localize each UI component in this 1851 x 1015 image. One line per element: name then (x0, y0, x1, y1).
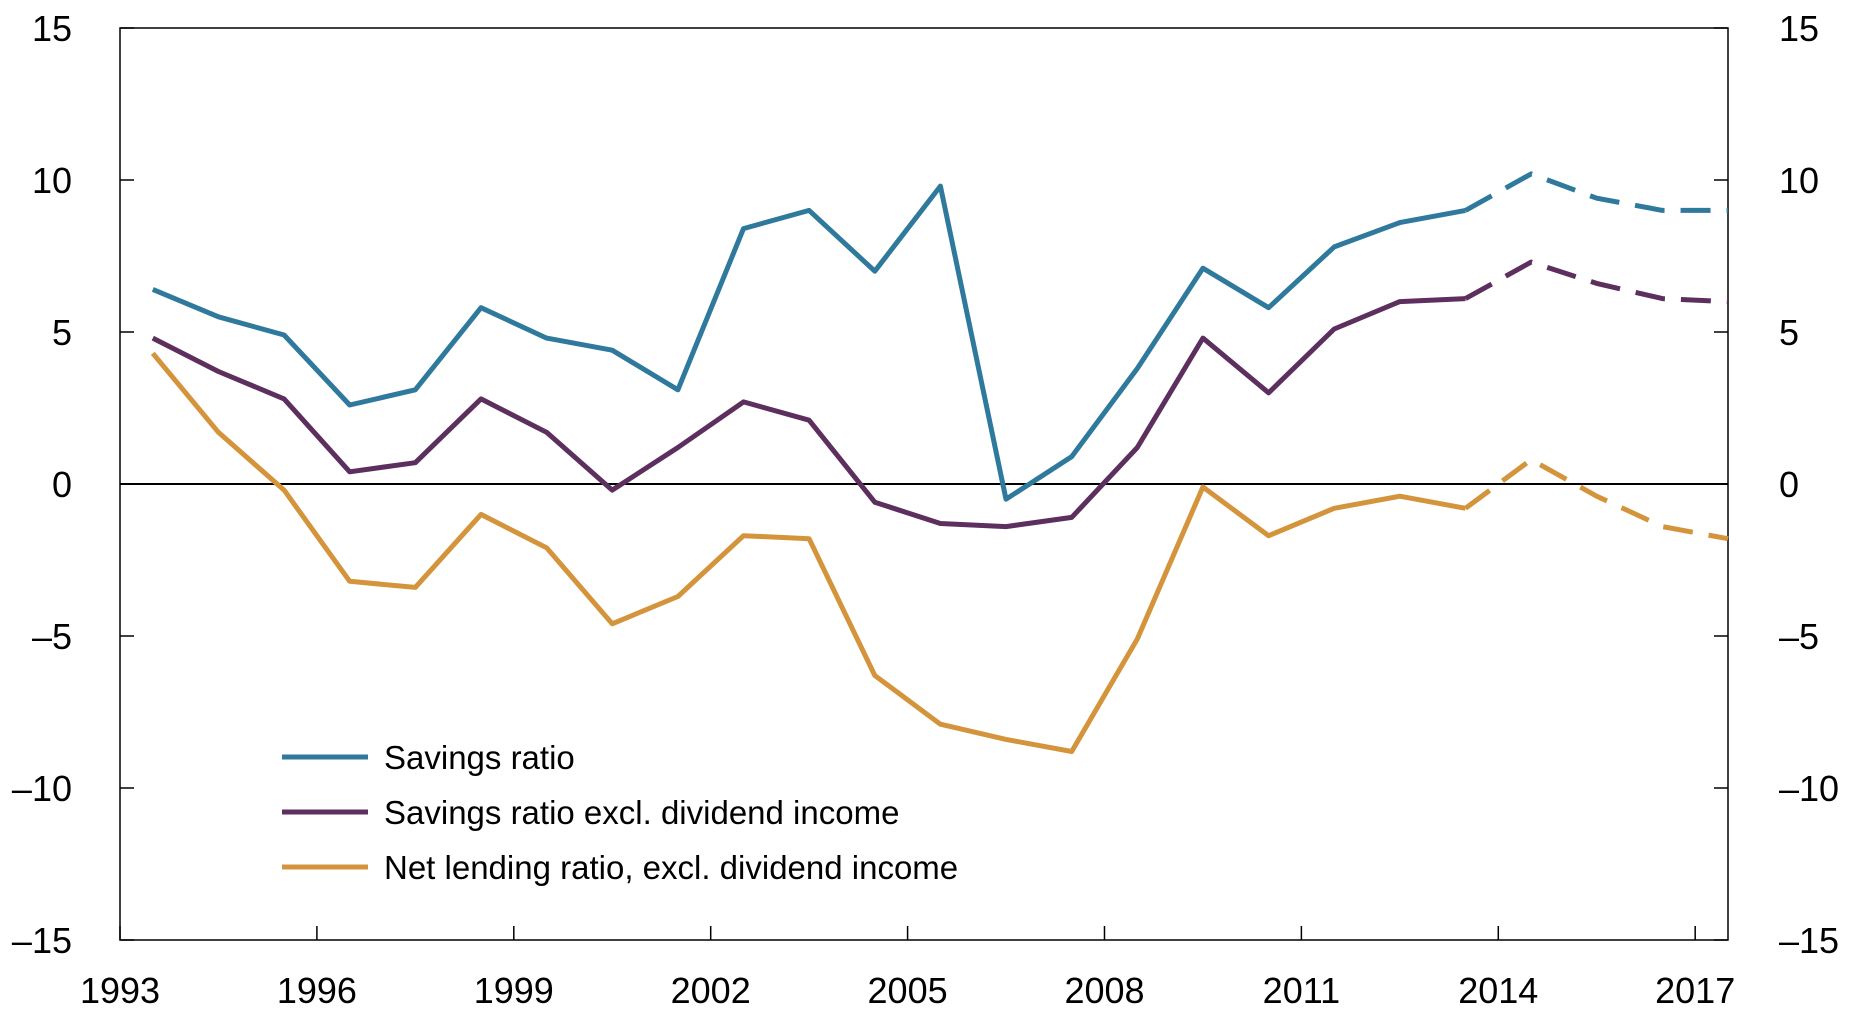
series-line-projection (1464, 171, 1728, 213)
x-tick-label: 1993 (80, 970, 160, 1011)
y-axis-left-labels: 15 10 5 0 –5 –10 –15 (12, 8, 134, 961)
y-tick-label-left: –10 (12, 768, 72, 809)
x-tick-label: 1999 (474, 970, 554, 1011)
legend-label: Net lending ratio, excl. dividend income (384, 849, 958, 886)
y-tick-label-right: –5 (1779, 616, 1819, 657)
y-tick-label-right: 15 (1779, 8, 1819, 49)
y-tick-label-right: –10 (1779, 768, 1839, 809)
y-tick-label-left: –5 (32, 616, 72, 657)
x-tick-label: 2002 (671, 970, 751, 1011)
y-tick-label-left: –15 (12, 920, 72, 961)
x-tick-label: 2005 (868, 970, 948, 1011)
y-tick-label-right: 10 (1779, 160, 1819, 201)
series-line-projection (1464, 457, 1729, 542)
series-3 (150, 351, 1729, 754)
series-line-historical (151, 296, 1466, 530)
series-1 (151, 171, 1728, 502)
x-tick-label: 2014 (1458, 970, 1538, 1011)
y-tick-label-left: 0 (52, 464, 72, 505)
legend-label: Savings ratio (384, 739, 575, 776)
x-tick-label: 1996 (277, 970, 357, 1011)
y-tick-label-left: 15 (32, 8, 72, 49)
x-tick-label: 2017 (1655, 970, 1735, 1011)
series-line-historical (150, 351, 1466, 754)
y-tick-label-right: 0 (1779, 464, 1799, 505)
series-lines (150, 171, 1729, 754)
y-tick-label-right: –15 (1779, 920, 1839, 961)
y-tick-label-left: 5 (52, 312, 72, 353)
legend-label: Savings ratio excl. dividend income (384, 794, 899, 831)
x-axis-labels: 1993 1996 1999 2002 2005 2008 2011 2014 2017 (80, 926, 1735, 1011)
series-line-projection (1464, 259, 1729, 305)
legend: Savings ratio Savings ratio excl. dividen… (282, 739, 958, 886)
series-line-historical (151, 183, 1466, 502)
y-tick-label-right: 5 (1779, 312, 1799, 353)
legend-item: Savings ratio excl. dividend income (282, 794, 899, 831)
plot-frame (119, 27, 1729, 941)
legend-item: Net lending ratio, excl. dividend income (282, 849, 958, 886)
series-2 (151, 259, 1729, 530)
y-tick-label-left: 10 (32, 160, 72, 201)
x-tick-label: 2011 (1263, 970, 1340, 1011)
legend-item: Savings ratio (282, 739, 575, 776)
x-tick-label: 2008 (1064, 970, 1144, 1011)
y-axis-right-labels: 15 10 5 0 –5 –10 –15 (1714, 8, 1839, 961)
